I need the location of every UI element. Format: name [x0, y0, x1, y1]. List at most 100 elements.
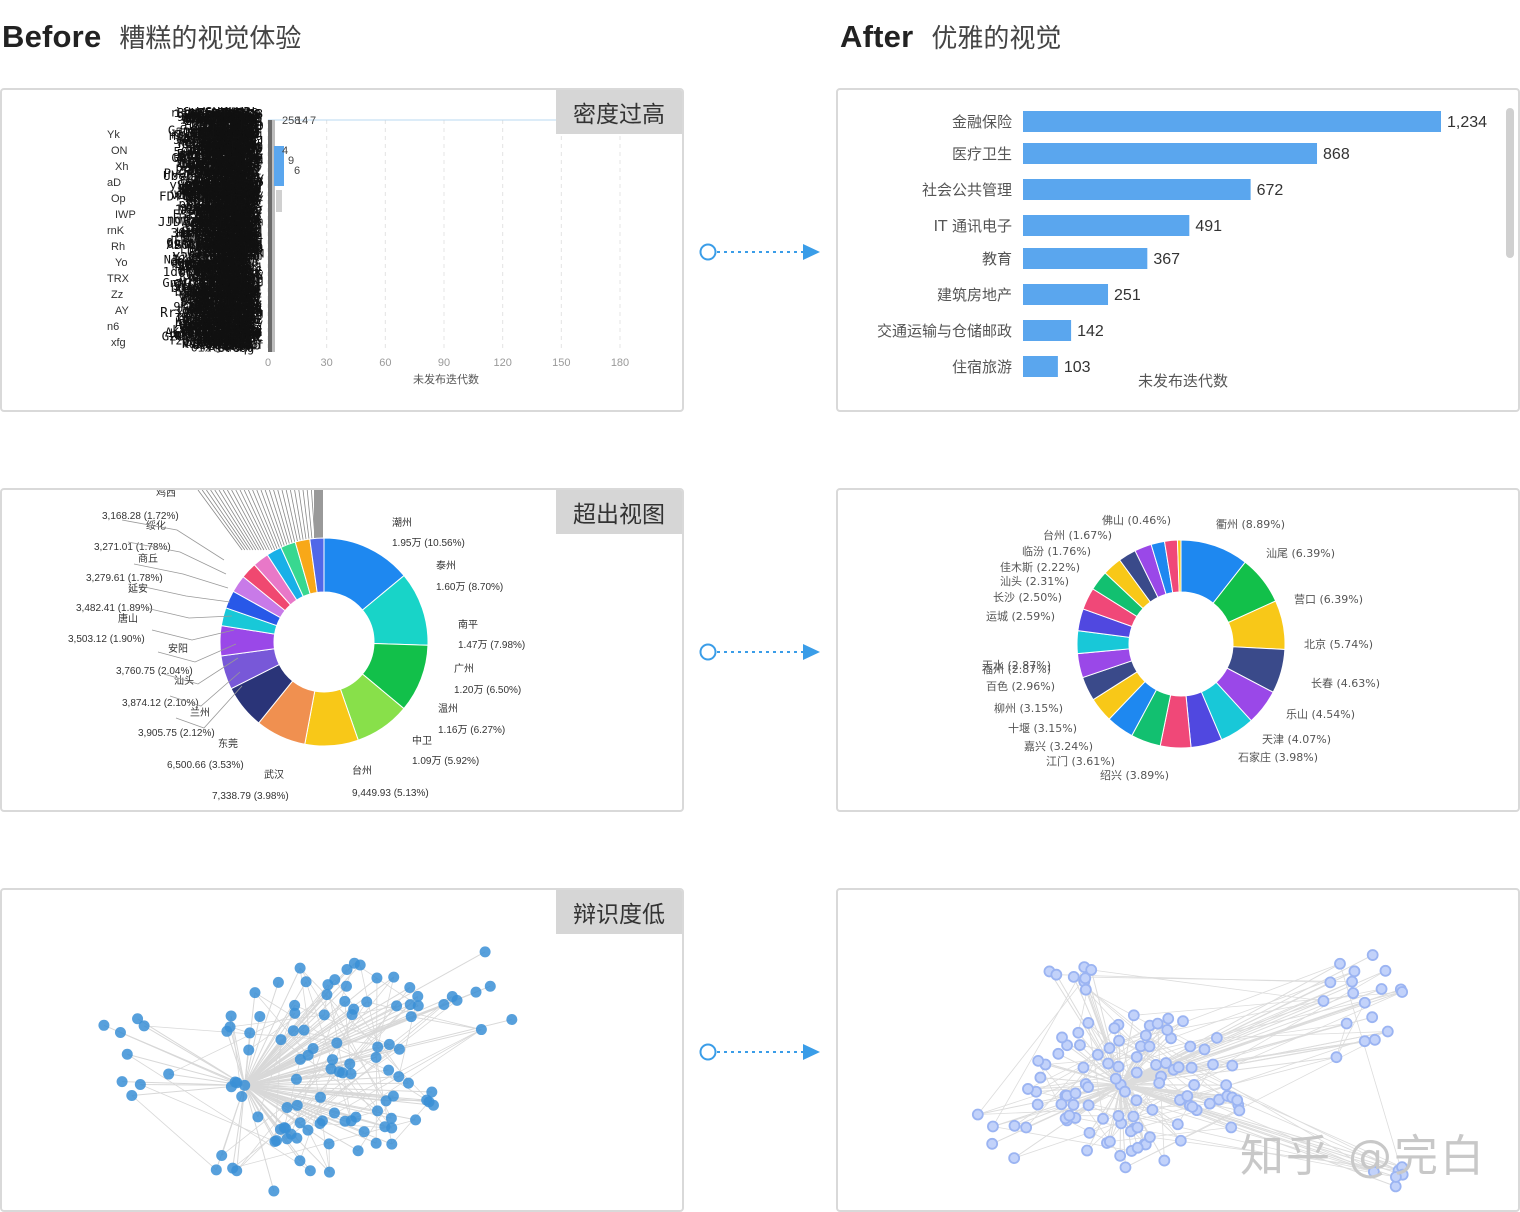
node[interactable]	[405, 1011, 417, 1023]
node[interactable]	[289, 999, 301, 1011]
node[interactable]	[1082, 1081, 1094, 1093]
node[interactable]	[1008, 1152, 1021, 1164]
node[interactable]	[446, 991, 458, 1003]
node[interactable]	[249, 987, 261, 999]
node[interactable]	[479, 946, 491, 958]
node[interactable]	[387, 1090, 399, 1102]
node[interactable]	[1008, 1119, 1021, 1132]
node[interactable]	[1131, 1121, 1144, 1134]
node[interactable]	[1368, 1033, 1381, 1046]
node[interactable]	[379, 1121, 391, 1133]
node[interactable]	[1171, 1118, 1184, 1131]
node[interactable]	[1113, 1034, 1125, 1047]
node[interactable]	[1109, 1072, 1122, 1085]
node[interactable]	[987, 1120, 999, 1133]
node[interactable]	[1102, 1057, 1115, 1070]
node[interactable]	[290, 1073, 302, 1085]
node[interactable]	[1172, 1061, 1185, 1074]
node[interactable]	[386, 1138, 398, 1150]
node[interactable]	[98, 1019, 110, 1031]
node[interactable]	[1375, 983, 1388, 995]
node[interactable]	[393, 1071, 405, 1083]
node[interactable]	[1347, 987, 1360, 1000]
node[interactable]	[412, 1000, 424, 1012]
node[interactable]	[1063, 1109, 1076, 1122]
node[interactable]	[1082, 1017, 1095, 1029]
node[interactable]	[1108, 1022, 1121, 1035]
node[interactable]	[1091, 1048, 1104, 1061]
node[interactable]	[302, 1124, 314, 1136]
node[interactable]	[1067, 1098, 1080, 1111]
node[interactable]	[268, 1185, 280, 1197]
node[interactable]	[244, 1027, 256, 1039]
node[interactable]	[1083, 1126, 1096, 1139]
node[interactable]	[1114, 1149, 1127, 1162]
node[interactable]	[370, 1051, 382, 1063]
node[interactable]	[1161, 1024, 1174, 1036]
node[interactable]	[269, 1136, 281, 1148]
node[interactable]	[506, 1014, 518, 1026]
node[interactable]	[1131, 1141, 1144, 1154]
node[interactable]	[1130, 1094, 1143, 1107]
node[interactable]	[1072, 1026, 1085, 1039]
node[interactable]	[216, 1149, 228, 1161]
node[interactable]	[1103, 1042, 1116, 1055]
node[interactable]	[138, 1020, 150, 1032]
node[interactable]	[287, 1025, 299, 1037]
node[interactable]	[1050, 968, 1063, 981]
node[interactable]	[1160, 1057, 1172, 1069]
node[interactable]	[1112, 1110, 1125, 1122]
node[interactable]	[1186, 1100, 1199, 1113]
node[interactable]	[1177, 1015, 1189, 1028]
node[interactable]	[323, 1166, 335, 1178]
node[interactable]	[116, 1076, 128, 1088]
node[interactable]	[1081, 1144, 1093, 1157]
node[interactable]	[1174, 1134, 1187, 1147]
node[interactable]	[134, 1078, 146, 1090]
node[interactable]	[225, 1010, 237, 1022]
node[interactable]	[1185, 1061, 1198, 1074]
node[interactable]	[294, 1053, 306, 1065]
node[interactable]	[224, 1021, 236, 1033]
node[interactable]	[1220, 1079, 1233, 1092]
node[interactable]	[341, 963, 353, 975]
node[interactable]	[1020, 1121, 1033, 1134]
node[interactable]	[1158, 1154, 1171, 1167]
node[interactable]	[1379, 964, 1392, 977]
node[interactable]	[410, 1114, 422, 1126]
node[interactable]	[388, 971, 400, 983]
node[interactable]	[402, 1077, 414, 1089]
node[interactable]	[328, 1107, 340, 1119]
node[interactable]	[1153, 1077, 1166, 1089]
node[interactable]	[391, 1000, 403, 1012]
node[interactable]	[1077, 1061, 1090, 1074]
node[interactable]	[345, 1068, 357, 1080]
node[interactable]	[1119, 1085, 1131, 1098]
node[interactable]	[210, 1164, 222, 1176]
node[interactable]	[1055, 1098, 1068, 1111]
node[interactable]	[236, 1090, 248, 1102]
node[interactable]	[1210, 1031, 1223, 1044]
node[interactable]	[1082, 1099, 1095, 1112]
node[interactable]	[1139, 1029, 1152, 1042]
node[interactable]	[281, 1133, 293, 1145]
node[interactable]	[412, 990, 424, 1002]
node[interactable]	[426, 1086, 438, 1098]
node[interactable]	[1231, 1094, 1244, 1107]
node[interactable]	[1366, 949, 1379, 961]
node[interactable]	[298, 1024, 310, 1036]
node[interactable]	[132, 1013, 144, 1025]
node[interactable]	[126, 1089, 138, 1101]
node[interactable]	[274, 1123, 286, 1135]
node[interactable]	[1022, 1083, 1034, 1095]
node[interactable]	[383, 1038, 395, 1050]
node[interactable]	[275, 1034, 287, 1046]
node[interactable]	[243, 1044, 255, 1056]
node[interactable]	[1184, 1040, 1197, 1053]
node[interactable]	[427, 1099, 439, 1111]
node[interactable]	[329, 974, 341, 986]
node[interactable]	[1056, 1031, 1068, 1044]
node[interactable]	[361, 996, 373, 1008]
node[interactable]	[1130, 1066, 1143, 1079]
node[interactable]	[304, 1165, 316, 1177]
